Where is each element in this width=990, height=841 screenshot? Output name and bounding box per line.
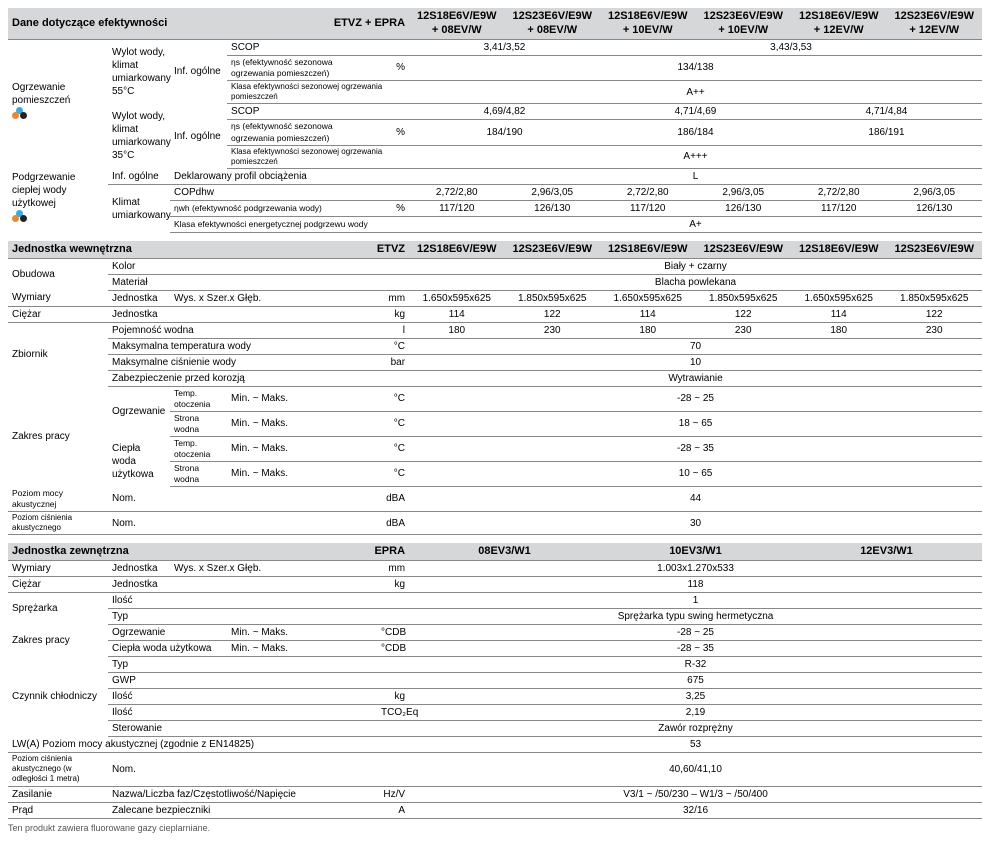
dhw-icon xyxy=(12,210,28,226)
spec-table: Dane dotyczące efektywności ETVZ + EPRA … xyxy=(8,8,982,819)
heating-icon xyxy=(12,107,28,123)
sec1-title: Dane dotyczące efektywności xyxy=(8,8,227,39)
sec3-title: Jednostka zewnętrzna xyxy=(8,543,227,560)
sec2-title: Jednostka wewnętrzna xyxy=(8,241,227,258)
sec1-type: ETVZ + EPRA xyxy=(227,8,409,39)
dhw-label: Podgrzewanie ciepłej wody użytkowej xyxy=(8,169,108,233)
footnote: Ten produkt zawiera fluorowane gazy ciep… xyxy=(8,823,982,833)
heating-label: Ogrzewanie pomieszczeń xyxy=(8,39,108,169)
